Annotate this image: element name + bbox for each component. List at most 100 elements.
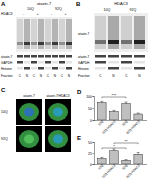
blot-band	[121, 61, 132, 64]
error-cap	[112, 110, 115, 111]
tick-label: 92Q HDAC3	[125, 119, 141, 135]
fraction-label: Fraction	[78, 74, 90, 78]
group-label: 92Q	[130, 8, 137, 12]
tick: 92Q	[121, 119, 128, 126]
micrograph	[16, 99, 42, 125]
blot-smear	[121, 16, 132, 49]
fraction: C	[33, 74, 36, 78]
error-bar	[113, 110, 114, 111]
bar	[122, 104, 130, 120]
blot-label: ataxin-7	[78, 32, 90, 36]
lane-sign: +	[36, 12, 38, 16]
micrograph	[45, 99, 71, 125]
y-axis: 050100	[86, 95, 94, 123]
blot-band	[17, 42, 23, 45]
panel-e: E0255010Q10Q HDAC392Q92Q HDAC3***	[77, 135, 147, 179]
blot-band	[121, 55, 132, 58]
figure: Aataxin-710Q92QHDAC3-+-+ataxin-7GAPDHHis…	[0, 0, 150, 180]
blot-band	[45, 61, 51, 64]
header: ataxin-7	[37, 1, 52, 6]
plot-marks	[98, 101, 143, 120]
tick-mark	[93, 153, 95, 154]
blot-smear	[45, 19, 51, 49]
micrograph	[16, 126, 42, 152]
tick-mark	[93, 164, 95, 165]
cell	[19, 130, 39, 148]
blot-smear	[24, 19, 30, 49]
tick-mark	[93, 96, 95, 97]
tick: 100	[86, 95, 94, 99]
cell	[48, 130, 68, 148]
column-label: ataxin-7/HDAC3	[46, 94, 69, 98]
fraction: C	[61, 74, 64, 78]
blot-band	[45, 42, 51, 45]
blot-band	[66, 42, 72, 45]
blot-smear	[66, 19, 72, 49]
tick-label: 10Q HDAC3	[101, 119, 117, 135]
tick: 92Q HDAC3	[125, 119, 141, 135]
error-bar	[101, 101, 102, 102]
tick-mark	[93, 120, 95, 121]
blot-band	[108, 40, 119, 44]
blot-band	[134, 61, 145, 64]
blot-band	[108, 55, 119, 58]
tick-label: 92Q	[121, 163, 128, 170]
blot-band	[38, 55, 44, 58]
blot-band	[45, 67, 51, 70]
panel-label: E	[77, 135, 81, 141]
blot-band	[52, 42, 58, 45]
error-cap	[125, 102, 128, 103]
tick-label: 10Q	[97, 163, 104, 170]
tick: 92Q	[121, 163, 128, 170]
error-cap	[100, 157, 103, 158]
blot-band	[17, 55, 23, 58]
blot-band	[121, 40, 132, 44]
bar	[98, 159, 106, 164]
tick-mark	[93, 108, 95, 109]
blot-band	[95, 61, 106, 64]
blot-band	[59, 67, 65, 70]
bar	[110, 151, 118, 164]
blot-band	[95, 40, 106, 44]
annotation: **	[124, 139, 128, 144]
panel-label: B	[76, 1, 81, 7]
error-cap	[137, 152, 140, 153]
fraction: C	[99, 74, 102, 78]
column-label: ataxin-7	[23, 94, 35, 98]
tick-label: 50	[88, 141, 92, 145]
tick-label: 10Q	[97, 119, 104, 126]
blot-band	[59, 42, 65, 45]
blot-smear	[52, 19, 58, 49]
blot-band	[45, 55, 51, 58]
blot-band	[108, 61, 119, 64]
nucleus	[53, 135, 63, 144]
lane-sign: -	[51, 12, 53, 16]
panel-a: Aataxin-710Q92QHDAC3-+-+ataxin-7GAPDHHis…	[1, 1, 72, 78]
bar	[134, 114, 142, 120]
tick-label: 100	[86, 95, 92, 99]
error-bar	[126, 102, 127, 104]
x-axis: 10Q10Q HDAC392Q92Q HDAC3	[95, 163, 147, 179]
cell	[48, 103, 68, 121]
group-label: 92Q	[55, 7, 62, 11]
blot-band	[59, 55, 65, 58]
annotation: *	[113, 144, 115, 149]
error-bar	[126, 159, 127, 161]
annotation: ***	[112, 93, 117, 98]
tick-mark	[93, 142, 95, 143]
tick: 50	[88, 141, 94, 145]
tick: 10Q	[97, 163, 104, 170]
blot-band	[38, 67, 44, 70]
bar	[122, 160, 130, 164]
nucleus	[24, 135, 34, 144]
blot-band	[134, 40, 145, 44]
fraction: C	[47, 74, 50, 78]
group-label: 10Q	[27, 7, 34, 11]
nucleus	[53, 108, 63, 117]
plot-marks	[98, 149, 143, 164]
axis-line	[93, 143, 95, 165]
fraction: N	[54, 74, 57, 78]
blot-band	[66, 61, 72, 64]
blot-band	[17, 61, 23, 64]
blot-band	[31, 67, 37, 70]
